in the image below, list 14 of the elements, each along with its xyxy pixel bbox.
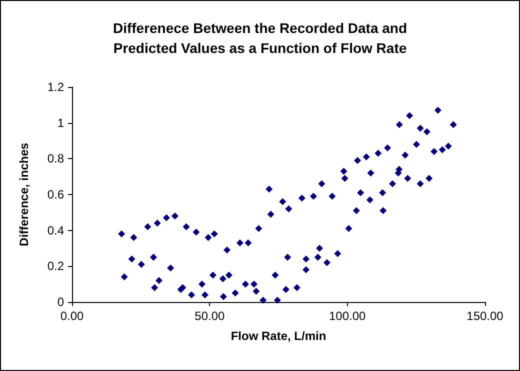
- y-tick-label: 0.6: [47, 188, 64, 202]
- y-tick-label: 1: [57, 116, 64, 130]
- x-tick-label: 0.00: [60, 309, 84, 323]
- y-axis-title: Difference, inches: [17, 142, 31, 246]
- chart-title: Differenece Between the Recorded Data and Predicted Values as a Function of Flow Rate: [112, 20, 408, 56]
- y-tick-label: 0.2: [47, 259, 64, 274]
- y-tick-label: 0: [57, 295, 64, 309]
- y-tick-label: 0.8: [47, 152, 64, 166]
- x-tick-label: 50.00: [194, 309, 226, 323]
- x-axis-title: Flow Rate, L/min: [230, 329, 326, 343]
- y-tick-label: 0.4: [47, 223, 64, 238]
- x-tick-label: 100.00: [328, 309, 366, 323]
- y-tick-label: 1.2: [47, 80, 64, 94]
- x-tick-label: 150.00: [466, 309, 504, 323]
